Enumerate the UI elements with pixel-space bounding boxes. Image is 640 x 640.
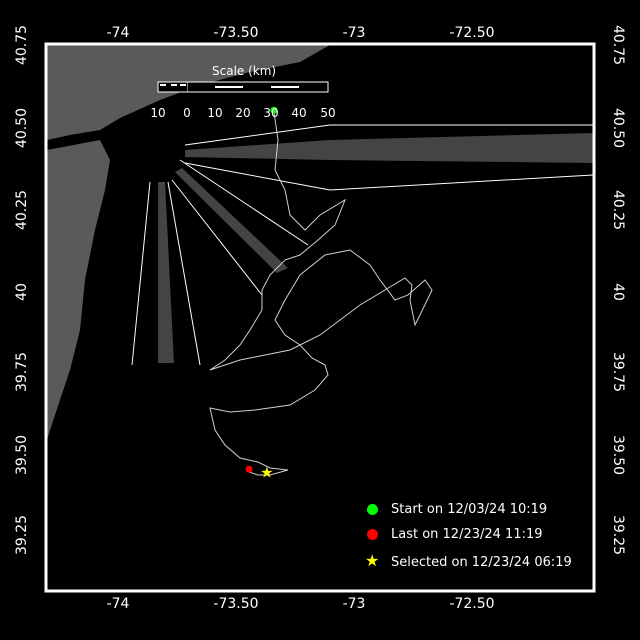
y-tick-label-left: 40.50: [14, 107, 30, 149]
map-frame: [44, 42, 596, 593]
x-tick-label-top: -73.50: [213, 25, 259, 41]
y-tick-label-right: 40.25: [610, 189, 626, 231]
y-tick-label-left: 40: [14, 283, 30, 301]
y-tick-label-left: 39.25: [14, 514, 30, 556]
y-tick-label-right: 40.75: [610, 24, 626, 66]
y-tick-label-right: 39.50: [610, 434, 626, 476]
red-dot-icon: [367, 529, 378, 540]
x-tick-label-bottom: -72.50: [449, 596, 495, 612]
scale-label: 50: [320, 106, 336, 120]
legend-start: Start on 12/03/24 10:19: [391, 502, 548, 517]
y-tick-label-left: 40.75: [14, 24, 30, 66]
y-tick-label-right: 40: [610, 283, 626, 301]
legend-selected: Selected on 12/23/24 06:19: [391, 555, 572, 570]
scale-bar: [157, 81, 329, 93]
y-tick-label-right: 39.25: [610, 514, 626, 556]
x-tick-label-bottom: -74: [106, 596, 130, 612]
legend-last: Last on 12/23/24 11:19: [391, 527, 543, 542]
y-tick-label-left: 39.50: [14, 434, 30, 476]
scale-label: 10: [150, 106, 166, 120]
x-tick-label-bottom: -73: [342, 596, 366, 612]
land-new-jersey: [47, 45, 330, 440]
scale-label: 0: [183, 106, 191, 120]
y-tick-label-right: 39.75: [610, 351, 626, 393]
green-dot-icon: [367, 504, 378, 515]
selected-star-marker: ★: [260, 464, 273, 482]
last-marker: [245, 465, 253, 473]
x-tick-label-top: -73: [342, 25, 366, 41]
scale-label: 40: [291, 106, 307, 120]
start-marker: [270, 106, 278, 114]
drifter-track: [209, 111, 433, 476]
y-tick-label-left: 39.75: [14, 351, 30, 393]
yellow-star-icon: ★: [365, 551, 380, 570]
scale-title: Scale (km): [212, 64, 277, 78]
scale-label: 30: [263, 106, 279, 120]
x-tick-label-top: -74: [106, 25, 130, 41]
x-tick-label-top: -72.50: [449, 25, 495, 41]
y-tick-label-right: 40.50: [610, 107, 626, 149]
y-tick-label-left: 40.25: [14, 189, 30, 231]
scale-label: 10: [207, 106, 223, 120]
x-tick-label-bottom: -73.50: [213, 596, 259, 612]
shipping-lanes: [131, 124, 593, 366]
scale-label: 20: [235, 106, 251, 120]
